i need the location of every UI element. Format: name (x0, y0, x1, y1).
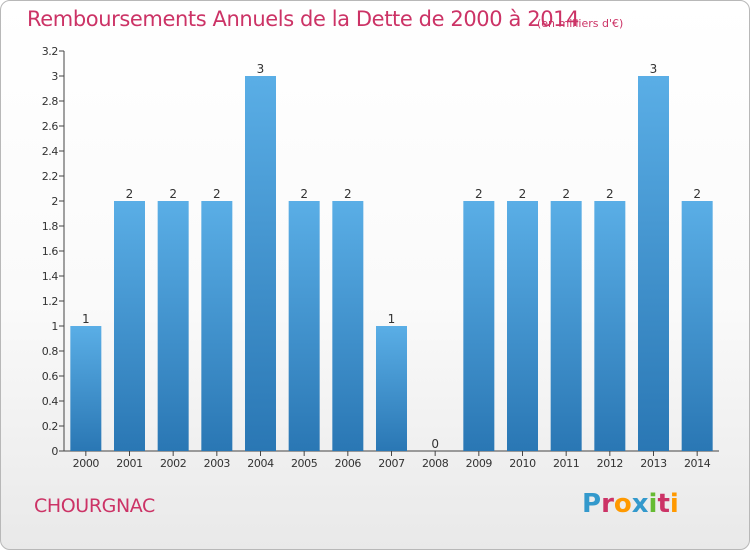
bar (376, 326, 407, 451)
value-label: 0 (431, 437, 439, 451)
y-tick-label: 0.2 (42, 420, 58, 433)
value-label: 1 (388, 312, 396, 326)
value-label: 1 (82, 312, 90, 326)
bar (681, 201, 713, 451)
x-tick-label: 2003 (204, 457, 231, 470)
x-tick-label: 2007 (378, 457, 405, 470)
x-tick-label: 2005 (291, 457, 318, 470)
bar (507, 201, 538, 451)
value-label: 2 (126, 187, 134, 201)
unit-note: (en milliers d'€) (537, 17, 624, 30)
chart-labels: 2000 1 2001 2 2002 2 2003 2 2004 3 2005 2 2006 2 2007 1… (73, 62, 712, 470)
value-label: 2 (300, 187, 308, 201)
y-tick-label: 1 (51, 320, 58, 333)
bar (288, 201, 320, 451)
y-tick-label: 0 (51, 445, 58, 458)
commune-name: CHOURGNAC (34, 495, 155, 517)
x-tick-label: 2011 (553, 457, 579, 470)
y-tick-label: 3.2 (42, 45, 58, 58)
y-tick-label: 2.6 (42, 120, 59, 133)
y-tick-label: 2.8 (42, 95, 59, 108)
value-label: 3 (650, 62, 658, 76)
y-tick-label: 0.8 (42, 345, 59, 358)
y-tick-label: 2 (51, 195, 58, 208)
logo-letter: t (657, 489, 670, 519)
logo-letter: i (669, 489, 679, 519)
x-tick-label: 2010 (509, 457, 536, 470)
x-tick-label: 2008 (422, 457, 449, 470)
chart-title: Remboursements Annuels de la Dette de 20… (27, 7, 580, 31)
y-tick-label: 1.8 (42, 220, 59, 233)
bar (157, 201, 189, 451)
y-tick-label: 1.2 (42, 295, 58, 308)
y-tick-label: 2.2 (42, 170, 58, 183)
x-tick-label: 2000 (73, 457, 100, 470)
x-tick-label: 2002 (160, 457, 186, 470)
logo-letter: o (613, 489, 632, 519)
bar (245, 76, 276, 451)
y-tick-label: 0.4 (42, 395, 59, 408)
bar (550, 201, 582, 451)
x-tick-label: 2009 (466, 457, 493, 470)
bar (201, 201, 233, 451)
value-label: 2 (344, 187, 352, 201)
value-label: 2 (213, 187, 221, 201)
x-tick-label: 2006 (335, 457, 362, 470)
proxiti-logo: Proxiti (582, 489, 679, 519)
value-label: 2 (169, 187, 177, 201)
x-tick-label: 2014 (684, 457, 711, 470)
bar (638, 76, 669, 451)
x-tick-label: 2012 (597, 457, 623, 470)
y-tick-label: 1.4 (42, 270, 59, 283)
bar (70, 326, 102, 451)
y-tick-label: 1.6 (42, 245, 59, 258)
value-label: 2 (693, 187, 701, 201)
logo-letter: i (648, 489, 658, 519)
chart-axes: 0 0.2 0.4 0.6 0.8 1 1.2 1.4 1.6 1.8 2 2.2 2.4 2.6 2.8 3… (42, 45, 719, 458)
y-tick-label: 0.6 (42, 370, 59, 383)
value-label: 2 (562, 187, 570, 201)
bar (114, 201, 145, 451)
value-label: 2 (519, 187, 527, 201)
chart-bars (70, 76, 713, 451)
x-tick-label: 2004 (247, 457, 274, 470)
x-tick-label: 2001 (116, 457, 142, 470)
bar (332, 201, 364, 451)
x-tick-label: 2013 (640, 457, 667, 470)
value-label: 2 (475, 187, 483, 201)
bar (594, 201, 626, 451)
logo-letter: r (601, 489, 614, 519)
logo-letter: x (631, 489, 649, 519)
value-label: 3 (257, 62, 265, 76)
y-tick-label: 2.4 (42, 145, 59, 158)
logo-letter: P (582, 489, 602, 519)
value-label: 2 (606, 187, 614, 201)
bar (463, 201, 495, 451)
y-tick-label: 3 (51, 70, 58, 83)
